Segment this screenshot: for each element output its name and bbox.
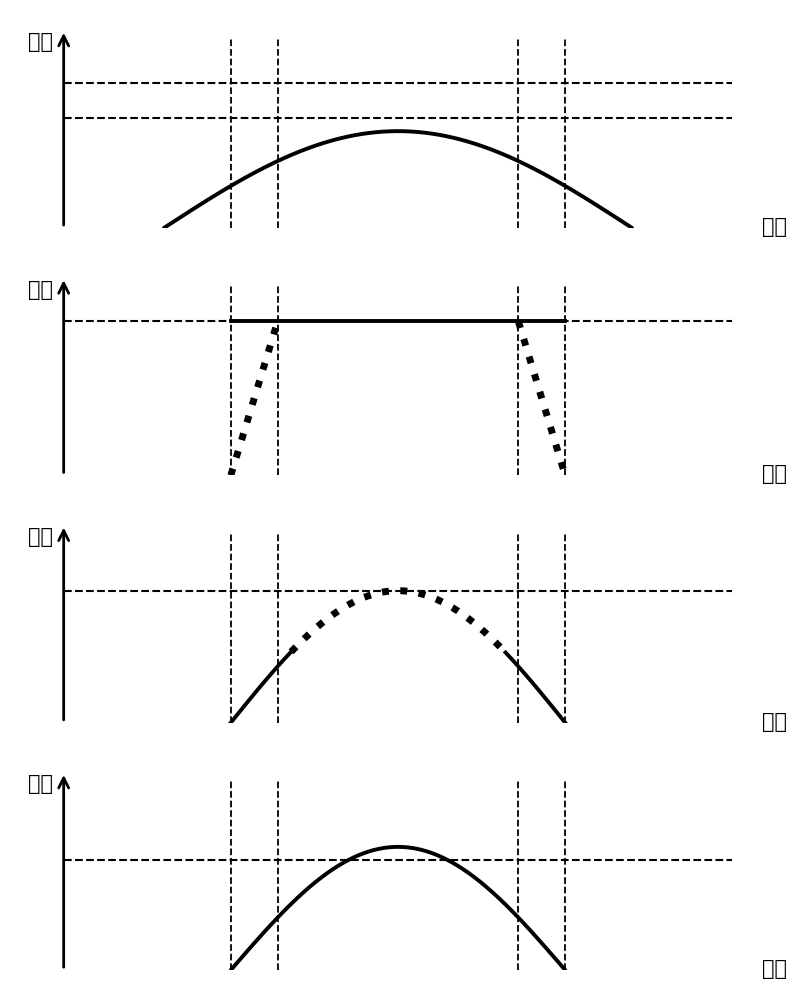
- Text: 时间: 时间: [763, 712, 787, 732]
- Text: 时间: 时间: [763, 464, 787, 484]
- Text: 幅値: 幅値: [28, 280, 53, 300]
- Text: 时间: 时间: [763, 217, 787, 237]
- Text: 幅値: 幅値: [28, 774, 53, 794]
- Text: 时间: 时间: [763, 959, 787, 979]
- Text: 幅値: 幅値: [28, 32, 53, 52]
- Text: 幅値: 幅値: [28, 527, 53, 547]
